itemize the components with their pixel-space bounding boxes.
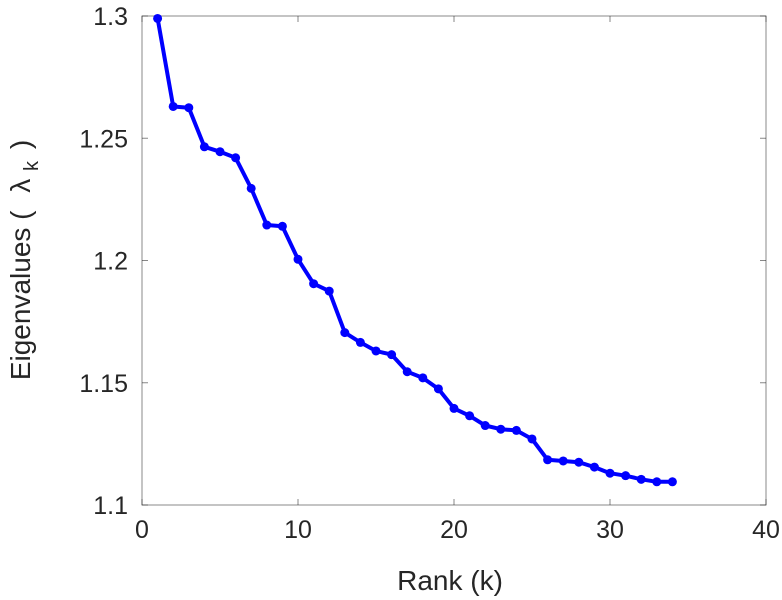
data-point: [589, 462, 599, 472]
data-point: [527, 434, 537, 444]
data-point: [168, 101, 178, 111]
data-point: [355, 337, 365, 347]
data-point: [636, 474, 646, 484]
data-point: [418, 373, 428, 383]
data-point: [667, 477, 677, 487]
data-point: [543, 455, 553, 465]
data-point: [465, 411, 475, 421]
data-point: [184, 103, 194, 113]
data-point: [293, 254, 303, 264]
data-point: [652, 477, 662, 487]
data-point: [402, 367, 412, 377]
data-point: [511, 425, 521, 435]
data-point: [558, 456, 568, 466]
x-axis-title: Rank (k): [397, 565, 503, 596]
y-axis-tick-labels: 1.1 1.15 1.2 1.25 1.3: [79, 3, 128, 520]
data-point: [480, 421, 490, 431]
x-axis-tick-labels: 0 10 20 30 40: [135, 516, 780, 544]
data-point: [433, 384, 443, 394]
data-point: [449, 403, 459, 413]
data-point: [605, 468, 615, 478]
data-point: [199, 142, 209, 152]
data-point: [309, 279, 319, 289]
y-axis-title: Eigenvalues ( λ k ): [5, 140, 44, 380]
x-tick-label: 10: [284, 516, 312, 544]
y-tick-label: 1.1: [93, 492, 128, 520]
data-point: [153, 13, 163, 23]
data-point: [371, 346, 381, 356]
data-point: [324, 286, 334, 296]
data-point: [231, 153, 241, 163]
lambda-symbol: λ: [5, 179, 36, 193]
data-point: [262, 220, 272, 230]
y-axis-title-suffix: ): [5, 140, 36, 149]
data-point: [340, 328, 350, 338]
y-tick-label: 1.15: [79, 370, 128, 398]
x-tick-label: 40: [752, 516, 780, 544]
data-point: [621, 471, 631, 481]
plot-frame: [141, 15, 767, 506]
x-tick-label: 30: [596, 516, 624, 544]
y-tick-label: 1.3: [93, 3, 128, 31]
data-point: [246, 183, 256, 193]
y-tick-label: 1.25: [79, 125, 128, 153]
x-tick-label: 0: [135, 516, 149, 544]
data-point: [277, 221, 287, 231]
y-tick-label: 1.2: [93, 248, 128, 276]
series-line: [155, 16, 675, 484]
y-axis-title-prefix: Eigenvalues (: [5, 210, 36, 380]
data-point: [387, 350, 397, 360]
data-point: [215, 147, 225, 157]
x-tick-label: 20: [440, 516, 468, 544]
axes: [141, 15, 767, 506]
data-point: [496, 424, 506, 434]
lambda-subscript: k: [21, 160, 43, 171]
data-point: [574, 457, 584, 467]
series-eigenvalues: [153, 13, 677, 487]
